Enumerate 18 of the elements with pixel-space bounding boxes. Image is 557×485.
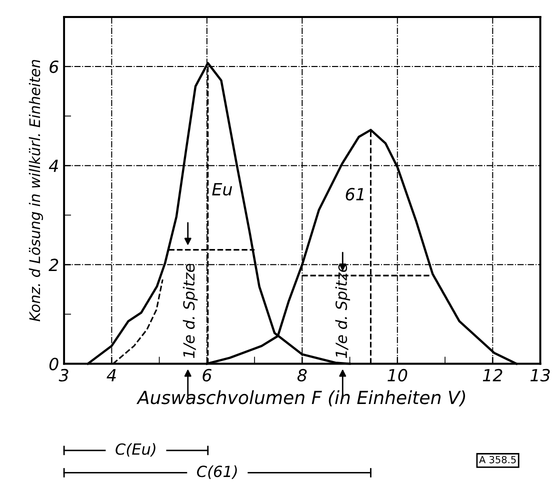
annotation: 61 bbox=[346, 188, 364, 201]
x-tick-label: 3 bbox=[58, 368, 68, 382]
x-tick-label: 10 bbox=[388, 368, 408, 382]
annotation: Eu bbox=[212, 183, 232, 196]
y-tick-label: 4 bbox=[48, 160, 58, 172]
x-tick-label: 13 bbox=[530, 368, 550, 382]
y-tick-label: 6 bbox=[50, 60, 58, 74]
x-tick-label: 4 bbox=[106, 369, 116, 382]
x-tick-label: 12 bbox=[482, 368, 502, 382]
x-tick-label: 8 bbox=[297, 368, 307, 382]
text: C(Eu) bbox=[116, 443, 156, 457]
y-tick-label: 2 bbox=[48, 258, 58, 272]
y-axis-title: Konz. d Lösung in willkürl. Einheiten bbox=[28, 60, 44, 322]
text: C(61) bbox=[197, 465, 237, 479]
annotation: 1/e d. Spitze bbox=[182, 264, 198, 358]
text: A 358.5 bbox=[479, 456, 516, 464]
y-tick-label: 0 bbox=[49, 358, 58, 370]
x-tick-label: 6 bbox=[202, 368, 212, 382]
